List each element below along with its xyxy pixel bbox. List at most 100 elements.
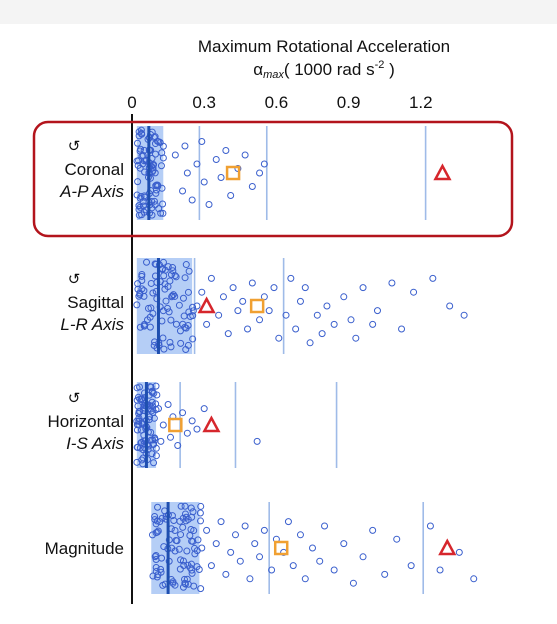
data-point [197,517,205,525]
data-point [152,552,160,560]
data-point [270,284,278,292]
triangle-marker [433,163,452,181]
data-point [183,429,191,437]
data-point [136,203,144,211]
data-point [193,160,201,168]
data-point [184,288,192,296]
data-point [154,503,162,511]
data-point [301,575,309,583]
data-point [157,437,165,445]
data-point [260,526,268,534]
data-point [159,200,167,208]
data-point [135,292,143,300]
data-point [373,307,381,315]
data-point [137,126,145,134]
data-point [147,304,155,312]
data-point [189,312,197,320]
data-point [193,425,201,433]
data-point [168,293,176,301]
data-point [181,274,189,282]
data-point [275,334,283,342]
data-point [167,271,175,279]
data-point [133,191,141,199]
data-point [158,554,166,562]
data-point [340,293,348,301]
data-point [151,169,159,177]
data-point [150,133,158,141]
x-axis-label-unit-end: ) [384,60,394,79]
data-point [241,522,249,530]
data-point [292,325,300,333]
rotation-icon: ↺ [68,270,81,288]
data-point [189,303,197,311]
data-point [205,201,213,208]
data-point [163,304,171,312]
data-point [253,437,261,445]
data-point [189,537,197,545]
data-point [190,527,198,535]
data-point [191,544,199,552]
data-point [369,320,377,328]
data-point [161,285,169,293]
data-point [296,531,304,539]
data-point [318,330,326,338]
data-point [155,138,163,146]
data-point [180,562,188,570]
data-point [287,274,295,282]
data-point [197,585,205,593]
row-label: Coronal [64,160,124,179]
data-point [143,258,151,266]
data-point [158,149,166,157]
data-point [183,547,191,555]
data-point [153,391,161,399]
data-point [152,452,160,460]
data-point [306,339,314,347]
data-point [398,325,406,333]
data-point [152,529,160,537]
data-point [165,308,173,316]
data-point [175,545,183,553]
x-tick-label: 1.2 [409,93,433,112]
data-point [170,516,178,524]
data-point [166,277,174,285]
data-point [244,325,252,333]
data-point [138,270,146,278]
data-point [168,292,176,300]
x-tick-label: 0.6 [265,93,289,112]
data-point [182,346,190,354]
data-point [352,334,360,342]
data-point [251,540,259,548]
data-point [207,274,215,282]
data-point [160,345,168,353]
data-point [138,152,146,160]
triangle-marker [202,415,221,433]
data-point [153,181,161,189]
data-point [140,287,148,295]
data-point [284,518,292,526]
data-point [167,343,175,351]
data-point [301,284,309,292]
data-point [203,526,211,534]
data-point [134,178,142,186]
rotation-icon: ↺ [68,137,81,155]
data-point [193,302,201,310]
data-point [177,502,185,510]
data-point [139,197,147,205]
data-point [159,258,167,266]
square-marker [273,540,289,556]
data-point [239,297,247,305]
data-point [151,553,159,561]
row-axis-label: L-R Axis [60,315,124,334]
data-point [140,146,148,154]
data-point [195,566,203,574]
data-point [152,189,160,197]
data-point [159,209,167,217]
data-point [147,279,155,287]
data-point [429,274,437,282]
data-point [198,138,206,145]
data-point [175,301,183,309]
row-label: Horizontal [47,412,124,431]
data-point [236,557,244,565]
data-point [330,320,338,328]
data-point [256,553,264,561]
